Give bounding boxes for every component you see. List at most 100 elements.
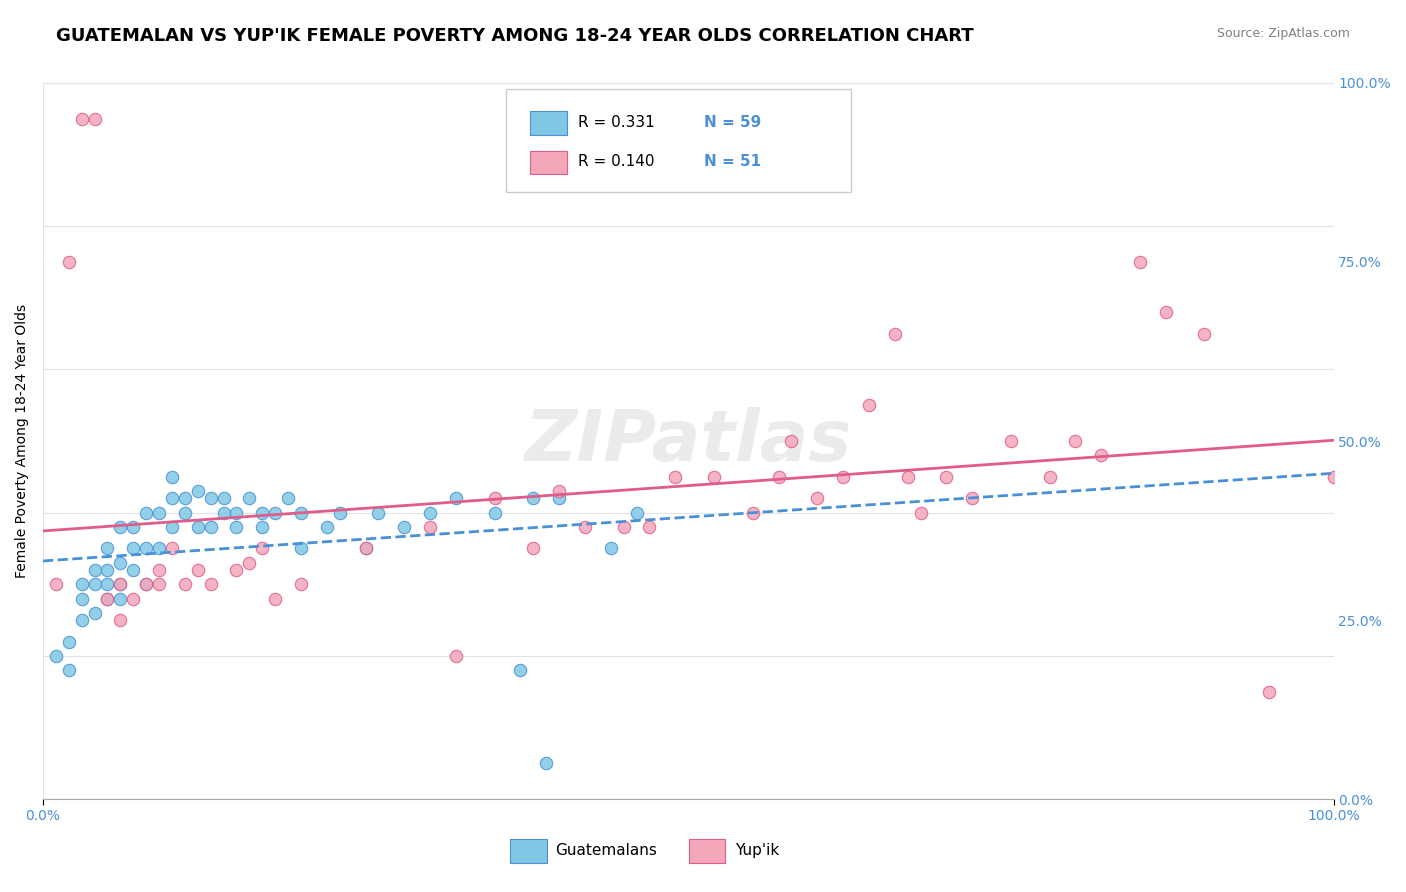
Point xyxy=(1194,326,1216,341)
Point xyxy=(83,577,105,591)
Point xyxy=(148,506,170,520)
Point xyxy=(187,563,209,577)
Point xyxy=(238,556,260,570)
Point xyxy=(1064,434,1087,448)
Point xyxy=(1129,255,1152,269)
Point xyxy=(290,506,312,520)
Point xyxy=(148,541,170,556)
Point xyxy=(638,520,661,534)
Point xyxy=(225,563,247,577)
Point xyxy=(315,520,337,534)
Point xyxy=(522,541,544,556)
Point xyxy=(135,541,157,556)
Text: R = 0.331: R = 0.331 xyxy=(578,115,655,129)
Point xyxy=(741,506,763,520)
Point xyxy=(70,112,93,126)
Point xyxy=(264,506,287,520)
Point xyxy=(444,648,467,663)
Point xyxy=(548,491,571,506)
Point xyxy=(354,541,377,556)
Point xyxy=(122,591,145,606)
Point xyxy=(70,577,93,591)
Point xyxy=(574,520,596,534)
Point xyxy=(354,541,377,556)
Point xyxy=(160,541,183,556)
Point xyxy=(536,756,558,771)
Point xyxy=(187,484,209,499)
Text: GUATEMALAN VS YUP'IK FEMALE POVERTY AMONG 18-24 YEAR OLDS CORRELATION CHART: GUATEMALAN VS YUP'IK FEMALE POVERTY AMON… xyxy=(56,27,974,45)
Point xyxy=(173,506,195,520)
Text: ZIPatlas: ZIPatlas xyxy=(524,407,852,475)
Point xyxy=(200,491,222,506)
Point xyxy=(832,470,855,484)
Point xyxy=(897,470,920,484)
Point xyxy=(45,648,67,663)
Point xyxy=(780,434,803,448)
Point xyxy=(45,577,67,591)
Point xyxy=(238,491,260,506)
Text: Source: ZipAtlas.com: Source: ZipAtlas.com xyxy=(1216,27,1350,40)
Point xyxy=(419,520,441,534)
Point xyxy=(225,506,247,520)
Point xyxy=(703,470,725,484)
Point xyxy=(110,613,132,627)
Point xyxy=(58,255,80,269)
Point xyxy=(252,541,274,556)
Point xyxy=(1322,470,1344,484)
Point xyxy=(96,591,118,606)
Point xyxy=(122,520,145,534)
Point xyxy=(883,326,905,341)
Point xyxy=(58,663,80,677)
Point xyxy=(110,520,132,534)
Point xyxy=(83,606,105,620)
Point xyxy=(148,563,170,577)
Point xyxy=(173,577,195,591)
Point xyxy=(83,112,105,126)
Point xyxy=(160,491,183,506)
Point xyxy=(252,506,274,520)
Point xyxy=(135,577,157,591)
Point xyxy=(1258,684,1281,698)
Text: R = 0.140: R = 0.140 xyxy=(578,154,654,169)
Point xyxy=(768,470,790,484)
Point xyxy=(70,591,93,606)
Point xyxy=(626,506,648,520)
Point xyxy=(613,520,636,534)
Point xyxy=(200,520,222,534)
Point xyxy=(122,563,145,577)
Point xyxy=(290,577,312,591)
Point xyxy=(83,563,105,577)
Point xyxy=(160,520,183,534)
Point xyxy=(1154,305,1177,319)
Point xyxy=(160,470,183,484)
Point xyxy=(173,491,195,506)
Text: N = 51: N = 51 xyxy=(704,154,762,169)
Point xyxy=(252,520,274,534)
Point xyxy=(509,663,531,677)
Point xyxy=(858,398,880,412)
Point xyxy=(1038,470,1060,484)
Point xyxy=(264,591,287,606)
Point xyxy=(444,491,467,506)
Point xyxy=(522,491,544,506)
Point xyxy=(277,491,299,506)
Point xyxy=(96,563,118,577)
Point xyxy=(664,470,686,484)
Point xyxy=(96,541,118,556)
Y-axis label: Female Poverty Among 18-24 Year Olds: Female Poverty Among 18-24 Year Olds xyxy=(15,304,30,578)
Point xyxy=(110,556,132,570)
Point xyxy=(935,470,957,484)
Point xyxy=(1090,448,1112,462)
Point xyxy=(394,520,416,534)
Point xyxy=(110,591,132,606)
Point xyxy=(70,613,93,627)
Point xyxy=(110,577,132,591)
Point xyxy=(599,541,621,556)
Point xyxy=(187,520,209,534)
Point xyxy=(96,577,118,591)
Point xyxy=(484,491,506,506)
Point xyxy=(135,577,157,591)
Point xyxy=(367,506,389,520)
Point xyxy=(212,491,235,506)
Point xyxy=(122,541,145,556)
